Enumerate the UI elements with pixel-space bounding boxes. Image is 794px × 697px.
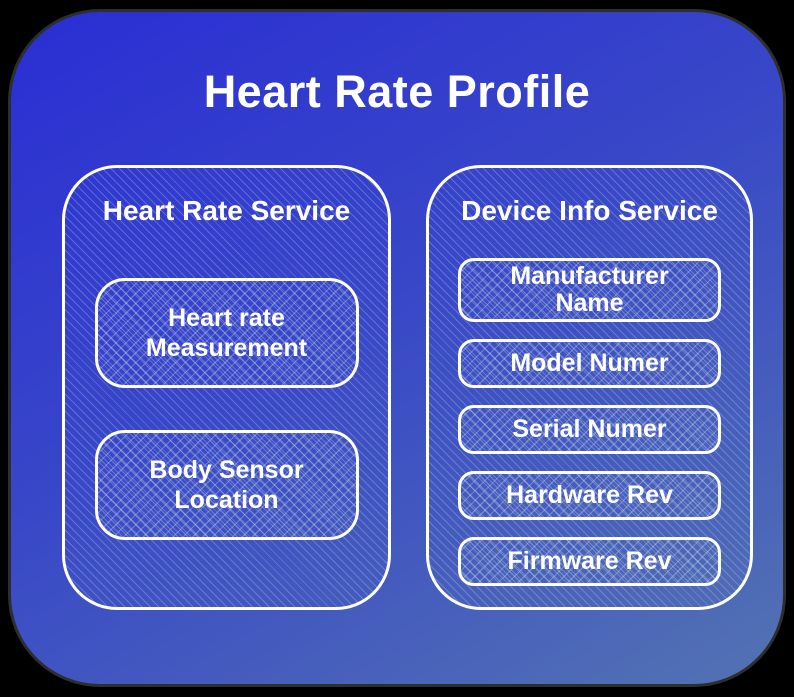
- characteristic-box: Serial Numer: [458, 405, 721, 454]
- characteristic-label: Firmware Rev: [507, 547, 672, 575]
- characteristic-label: Body Sensor Location: [149, 456, 304, 514]
- page-title: Heart Rate Profile: [203, 66, 591, 117]
- characteristic-list-heart-rate: Heart rate Measurement Body Sensor Locati…: [65, 228, 388, 540]
- characteristic-box: Model Numer: [458, 339, 721, 388]
- service-box-heart-rate: Heart Rate Service Heart rate Measuremen…: [62, 165, 391, 610]
- characteristic-box: Hardware Rev: [458, 471, 721, 520]
- characteristic-label: Heart rate Measurement: [145, 304, 308, 362]
- service-title-heart-rate: Heart Rate Service: [102, 195, 351, 226]
- characteristic-list-device-info: Manufacturer Name Model Numer Serial Numer…: [429, 228, 750, 586]
- characteristic-box: Body Sensor Location: [94, 430, 359, 540]
- service-box-device-info: Device Info Service Manufacturer Name Mod…: [426, 165, 753, 610]
- heart-rate-profile-card: Heart Rate Profile Heart Rate Service He…: [8, 9, 786, 687]
- characteristic-box: Manufacturer Name: [458, 258, 721, 322]
- characteristic-label: Model Numer: [510, 349, 669, 377]
- service-title-device-info: Device Info Service: [461, 195, 718, 226]
- characteristic-label: Manufacturer Name: [510, 262, 669, 317]
- characteristic-label: Hardware Rev: [506, 481, 673, 509]
- characteristic-label: Serial Numer: [512, 415, 667, 443]
- characteristic-box: Firmware Rev: [458, 537, 721, 586]
- characteristic-box: Heart rate Measurement: [94, 278, 359, 388]
